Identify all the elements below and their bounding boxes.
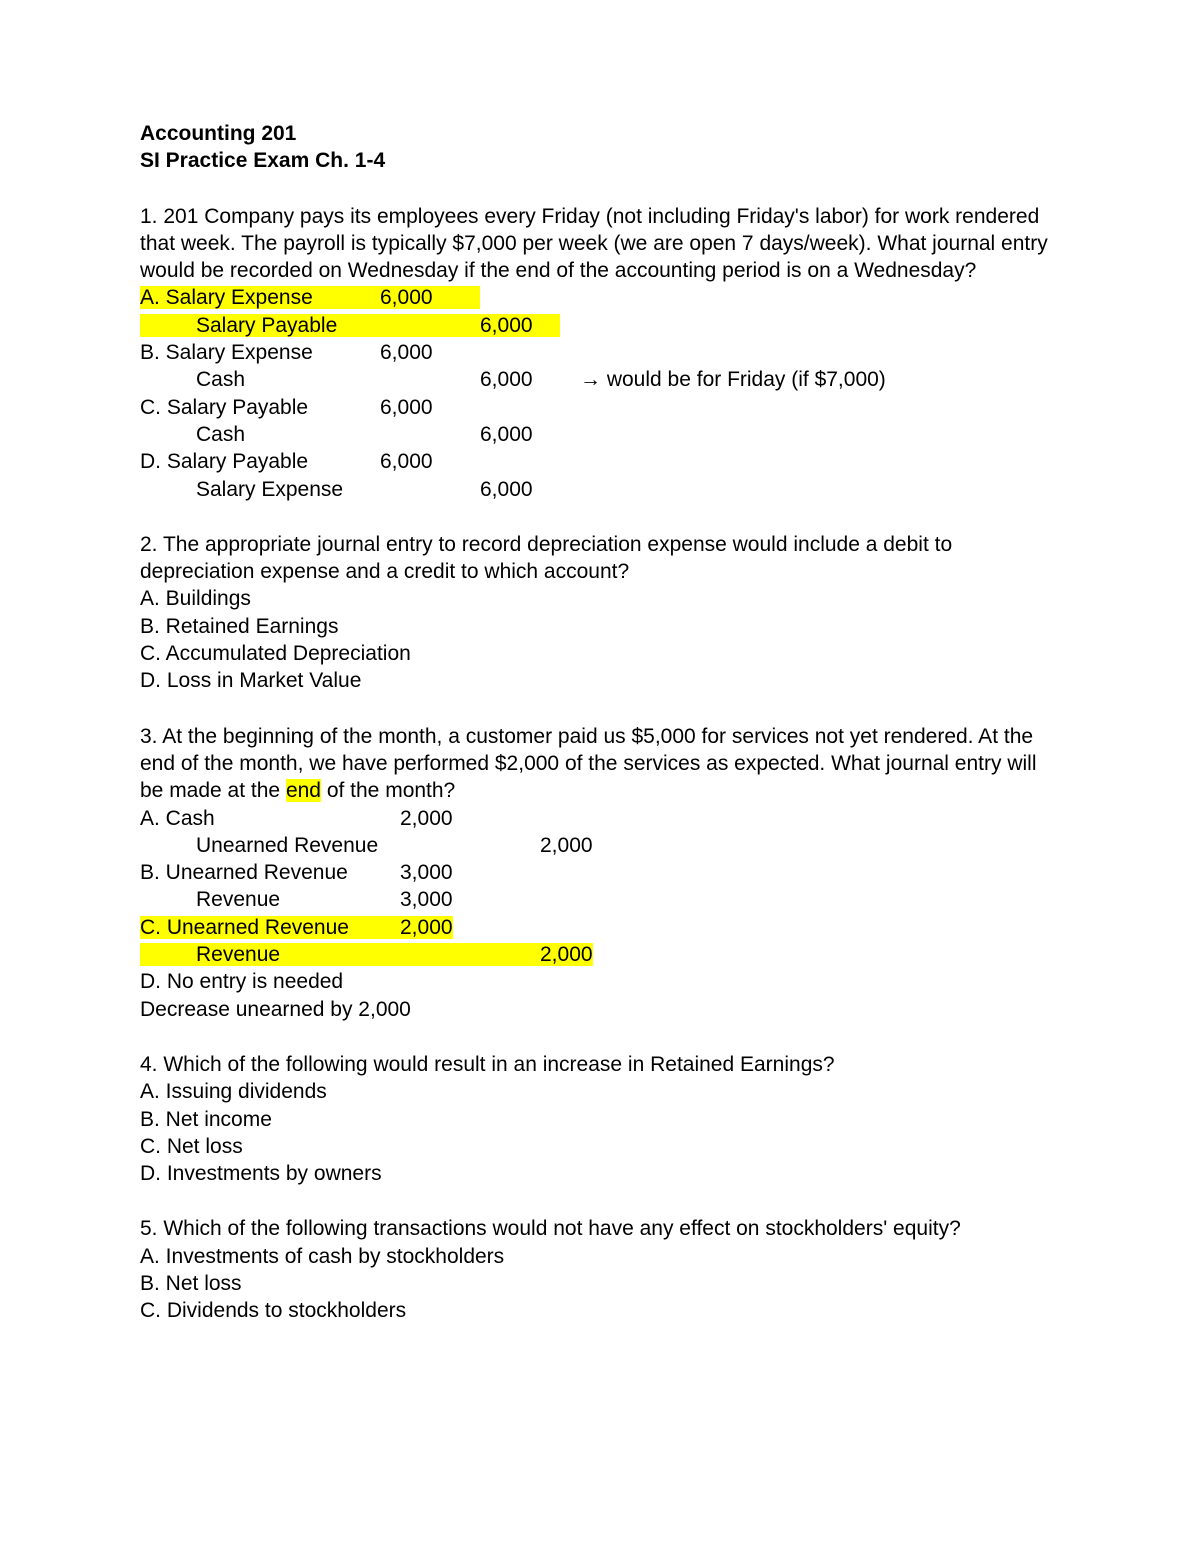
q1-option-a: A. Salary Expense6,000 Salary Payable6,0… <box>140 284 1060 339</box>
q1c-account: C. Salary Payable <box>140 394 380 421</box>
q2-option-d: D. Loss in Market Value <box>140 667 1060 694</box>
q3c-debit: 2,000 <box>400 916 453 939</box>
q1-option-b: B. Salary Expense6,000 Cash6,000→ would … <box>140 339 1060 394</box>
q1d-sub-account: Salary Expense <box>196 476 380 503</box>
q3-text-post: of the month? <box>321 779 455 802</box>
q1c-debit: 6,000 <box>380 394 480 421</box>
q3-note: Decrease unearned by 2,000 <box>140 996 1060 1023</box>
q1b-note: → would be for Friday (if $7,000) <box>580 368 886 391</box>
q1c-sub-account: Cash <box>196 421 380 448</box>
q3a-account: A. Cash <box>140 805 400 832</box>
q3-option-b: B. Unearned Revenue3,000 Revenue3,000 <box>140 859 1060 914</box>
q3-option-d: D. No entry is needed <box>140 968 1060 995</box>
q3c-credit: 2,000 <box>540 943 593 966</box>
q3c-sub-account: Revenue <box>196 941 400 968</box>
document-header: Accounting 201 SI Practice Exam Ch. 1-4 <box>140 120 1060 175</box>
q3-text-hl: end <box>286 779 321 802</box>
q4-option-d: D. Investments by owners <box>140 1160 1060 1187</box>
q1b-account: B. Salary Expense <box>140 339 380 366</box>
q3b-debit: 3,000 <box>400 859 540 886</box>
q1b-sub-account: Cash <box>196 366 380 393</box>
q1a-sub-account: Salary Payable <box>196 312 380 339</box>
q3b-credit: 3,000 <box>400 886 540 913</box>
q3-option-c: C. Unearned Revenue2,000 Revenue2,000 <box>140 914 1060 969</box>
q4-option-a: A. Issuing dividends <box>140 1078 1060 1105</box>
q3-text-pre: 3. At the beginning of the month, a cust… <box>140 725 1037 803</box>
q1a-account: A. Salary Expense <box>140 284 380 311</box>
question-2: 2. The appropriate journal entry to reco… <box>140 531 1060 695</box>
q3a-sub-account: Unearned Revenue <box>196 832 400 859</box>
q1-option-d: D. Salary Payable6,000 Salary Expense6,0… <box>140 448 1060 503</box>
q5-option-c: C. Dividends to stockholders <box>140 1297 1060 1324</box>
q2-option-c: C. Accumulated Depreciation <box>140 640 1060 667</box>
q3b-account: B. Unearned Revenue <box>140 859 400 886</box>
course-title: Accounting 201 <box>140 120 1060 147</box>
q3b-sub-account: Revenue <box>196 886 400 913</box>
q5-option-a: A. Investments of cash by stockholders <box>140 1243 1060 1270</box>
question-3: 3. At the beginning of the month, a cust… <box>140 723 1060 1023</box>
q3a-debit: 2,000 <box>400 805 540 832</box>
q1d-account: D. Salary Payable <box>140 448 380 475</box>
q3c-account: C. Unearned Revenue <box>140 914 400 941</box>
q4-option-b: B. Net income <box>140 1106 1060 1133</box>
q1-text: 1. 201 Company pays its employees every … <box>140 203 1060 285</box>
q3-option-a: A. Cash2,000 Unearned Revenue2,000 <box>140 805 1060 860</box>
q2-text: 2. The appropriate journal entry to reco… <box>140 531 1060 586</box>
q1a-debit: 6,000 <box>380 284 480 311</box>
q5-text: 5. Which of the following transactions w… <box>140 1215 1060 1242</box>
q3a-credit: 2,000 <box>540 832 620 859</box>
q1d-credit: 6,000 <box>480 476 560 503</box>
question-4: 4. Which of the following would result i… <box>140 1051 1060 1187</box>
q2-option-b: B. Retained Earnings <box>140 613 1060 640</box>
q1b-debit: 6,000 <box>380 339 480 366</box>
q3-text: 3. At the beginning of the month, a cust… <box>140 723 1060 805</box>
q1a-credit: 6,000 <box>480 312 560 339</box>
q2-option-a: A. Buildings <box>140 585 1060 612</box>
q1c-credit: 6,000 <box>480 421 560 448</box>
q1-option-c: C. Salary Payable6,000 Cash6,000 <box>140 394 1060 449</box>
q4-text: 4. Which of the following would result i… <box>140 1051 1060 1078</box>
q1b-credit: 6,000 <box>480 366 560 393</box>
question-1: 1. 201 Company pays its employees every … <box>140 203 1060 503</box>
exam-title: SI Practice Exam Ch. 1-4 <box>140 147 1060 174</box>
q4-option-c: C. Net loss <box>140 1133 1060 1160</box>
q5-option-b: B. Net loss <box>140 1270 1060 1297</box>
q1d-debit: 6,000 <box>380 448 480 475</box>
question-5: 5. Which of the following transactions w… <box>140 1215 1060 1324</box>
